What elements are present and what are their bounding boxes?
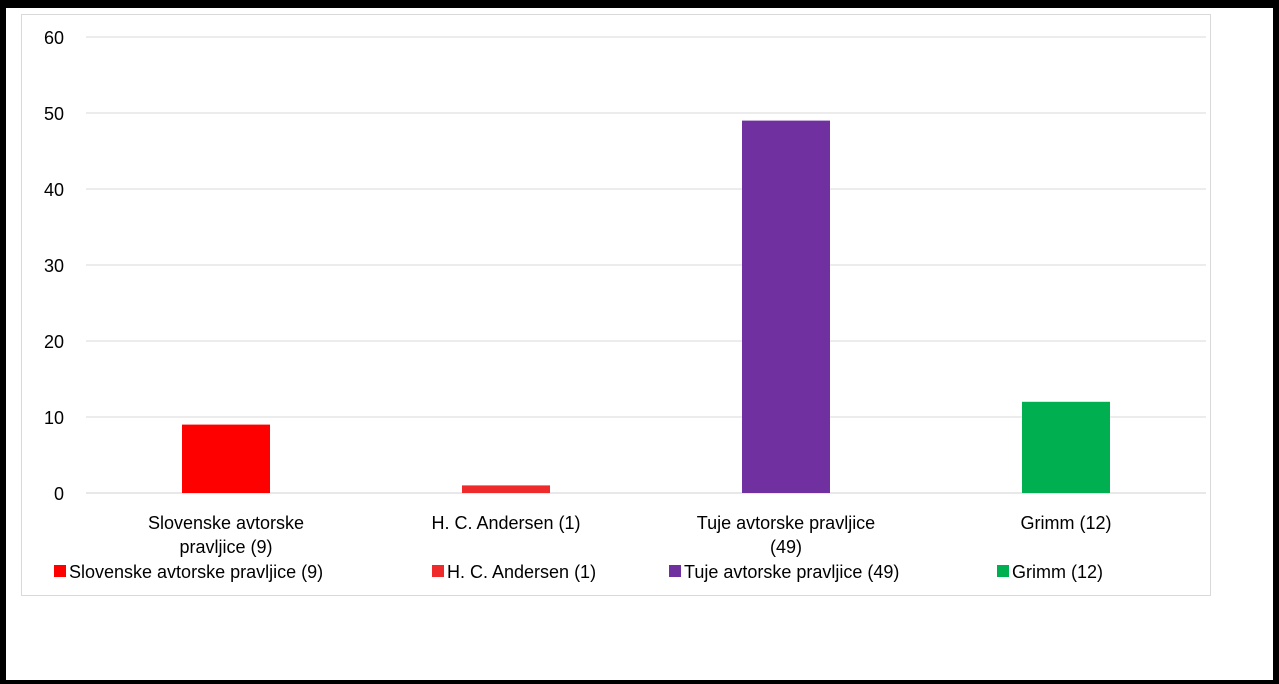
legend-label: Slovenske avtorske pravljice (9) xyxy=(69,562,323,582)
x-tick-label: Tuje avtorske pravljice (49) xyxy=(697,513,875,557)
legend-swatch xyxy=(54,565,66,577)
x-tick-label: Slovenske avtorske pravljice (9) xyxy=(148,513,304,557)
bars xyxy=(182,120,1110,493)
bar xyxy=(462,485,550,493)
y-tick-label: 30 xyxy=(44,256,64,276)
legend-swatch xyxy=(997,565,1009,577)
legend-label: Grimm (12) xyxy=(1012,562,1103,582)
legend: Slovenske avtorske pravljice (9) H. C. An… xyxy=(54,562,1103,582)
bar xyxy=(742,120,830,493)
y-tick-label: 60 xyxy=(44,28,64,48)
x-tick-label: Grimm (12) xyxy=(1021,513,1112,533)
legend-swatch xyxy=(669,565,681,577)
y-axis-ticks: 0 10 20 30 40 50 60 xyxy=(44,28,64,504)
y-tick-label: 0 xyxy=(54,484,64,504)
y-tick-label: 20 xyxy=(44,332,64,352)
legend-swatch xyxy=(432,565,444,577)
x-tick-label: H. C. Andersen (1) xyxy=(431,513,580,533)
gridlines xyxy=(86,36,1206,494)
bar xyxy=(1022,401,1110,493)
legend-label: Tuje avtorske pravljice (49) xyxy=(684,562,899,582)
y-tick-label: 10 xyxy=(44,408,64,428)
y-tick-label: 50 xyxy=(44,104,64,124)
chart-area xyxy=(21,14,1211,596)
bar xyxy=(182,424,270,493)
y-tick-label: 40 xyxy=(44,180,64,200)
legend-label: H. C. Andersen (1) xyxy=(447,562,596,582)
x-axis-labels: Slovenske avtorske pravljice (9) H. C. And… xyxy=(148,513,1112,557)
